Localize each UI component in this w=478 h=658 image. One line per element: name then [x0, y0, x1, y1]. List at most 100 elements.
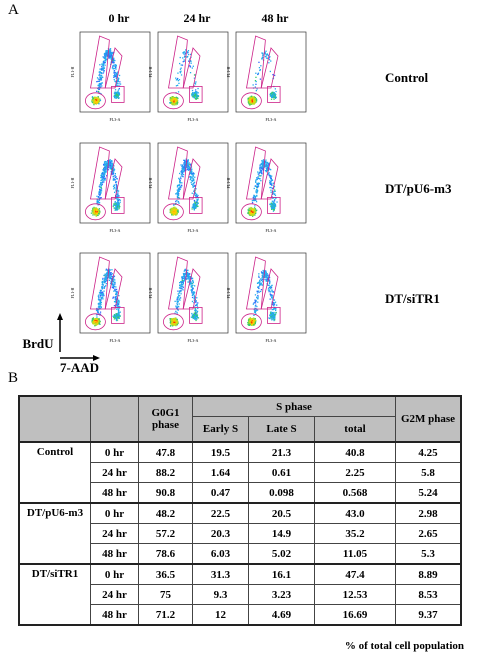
dot — [107, 160, 109, 162]
dot — [102, 278, 104, 281]
dot — [100, 291, 102, 294]
dot — [266, 166, 268, 168]
dot — [117, 96, 119, 98]
dot — [262, 163, 264, 166]
dot — [113, 279, 115, 281]
dot — [174, 100, 176, 102]
dot — [94, 325, 96, 327]
dot — [178, 197, 181, 199]
dot — [113, 64, 115, 66]
dot — [269, 93, 271, 95]
dot — [192, 206, 194, 208]
dot — [193, 306, 195, 308]
dot — [274, 194, 277, 197]
dot — [196, 94, 198, 96]
dot — [272, 74, 274, 76]
gate — [90, 146, 110, 200]
dot — [264, 52, 266, 55]
dot — [97, 323, 99, 325]
dot — [181, 175, 183, 177]
dot — [274, 204, 276, 206]
dot — [100, 78, 102, 80]
dot — [270, 94, 272, 96]
dot — [176, 98, 178, 100]
dot — [272, 192, 274, 194]
dot — [110, 273, 112, 276]
dot — [110, 171, 112, 173]
dot — [181, 64, 184, 66]
dot — [116, 195, 118, 198]
dot — [110, 167, 113, 170]
dot — [116, 308, 118, 310]
dot — [260, 162, 262, 165]
dot — [195, 91, 198, 93]
dot — [171, 98, 174, 100]
dot — [98, 292, 101, 294]
dot — [271, 95, 273, 97]
dot — [113, 207, 115, 209]
dot — [114, 74, 116, 76]
dot — [98, 303, 100, 305]
dot — [261, 57, 263, 59]
dot — [172, 102, 174, 104]
dot — [254, 98, 256, 100]
gate — [189, 196, 203, 214]
dot — [175, 79, 178, 81]
dot — [92, 322, 94, 325]
dot — [109, 277, 111, 279]
dot — [115, 313, 118, 315]
dot — [270, 191, 272, 193]
dot — [269, 56, 271, 58]
dot — [99, 194, 101, 197]
dot — [173, 101, 175, 103]
dot — [274, 97, 276, 99]
dot — [119, 83, 122, 85]
dot — [171, 207, 173, 210]
plot-x-label: FL3-A — [110, 228, 121, 233]
dot — [109, 55, 111, 57]
dot — [108, 273, 111, 275]
dot — [113, 281, 115, 283]
axis-label: BrdU — [22, 336, 54, 351]
dot — [261, 52, 263, 54]
dot — [114, 95, 117, 98]
dot — [264, 56, 267, 58]
dot — [95, 97, 97, 99]
dot — [94, 210, 96, 212]
dot — [188, 164, 190, 166]
dot — [176, 193, 178, 195]
dot — [259, 69, 261, 71]
dot — [111, 286, 114, 289]
dot — [270, 182, 272, 185]
dot — [191, 174, 193, 176]
dot — [182, 173, 185, 176]
dot — [195, 91, 197, 93]
dot — [265, 159, 267, 161]
dot — [197, 95, 200, 98]
dot — [197, 194, 199, 197]
dot — [101, 63, 103, 65]
dot — [118, 92, 120, 94]
dot — [113, 277, 115, 279]
dot — [252, 199, 254, 202]
dot — [193, 92, 195, 94]
dot — [272, 201, 274, 203]
plot-frame — [79, 31, 151, 113]
dot — [100, 176, 102, 179]
dot — [173, 100, 175, 103]
dot — [276, 201, 278, 203]
gate — [240, 92, 262, 110]
dot — [96, 97, 98, 99]
dot — [104, 280, 106, 283]
dot — [258, 67, 261, 69]
dot — [102, 64, 104, 67]
dot — [101, 280, 103, 283]
dot — [267, 169, 269, 171]
dot — [269, 182, 272, 184]
dot — [93, 206, 95, 209]
dot — [94, 100, 96, 102]
dot — [112, 315, 114, 317]
dot — [184, 52, 186, 54]
dot — [117, 202, 119, 205]
